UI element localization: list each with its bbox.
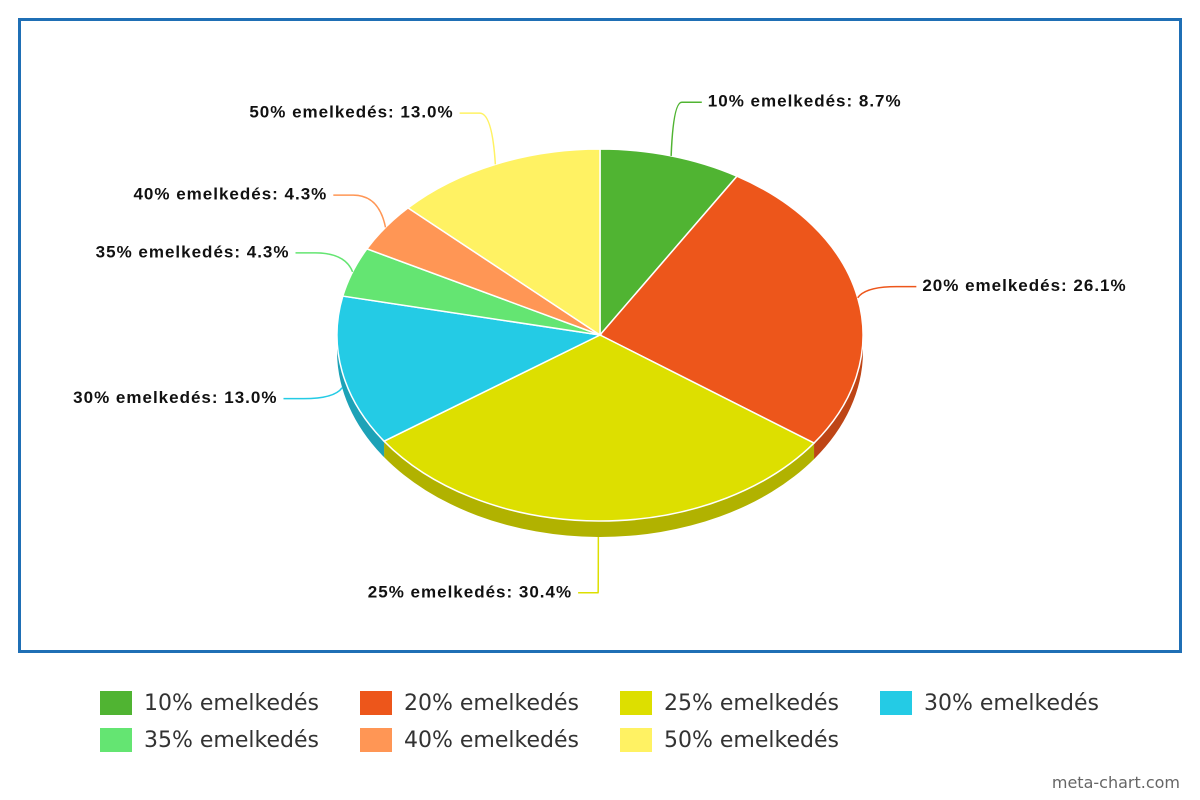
legend-swatch	[360, 691, 392, 715]
slice-side	[384, 441, 815, 537]
legend-item: 40% emelkedés	[360, 728, 579, 753]
leader-line	[857, 285, 917, 299]
leader-line	[333, 194, 387, 228]
legend-swatch	[620, 728, 652, 752]
leader-line	[459, 112, 497, 165]
legend-label: 20% emelkedés	[404, 691, 579, 716]
data-label: 10% emelkedés: 8.7%	[708, 92, 902, 111]
legend-swatch	[620, 691, 652, 715]
legend-item: 25% emelkedés	[620, 691, 839, 716]
legend-label: 30% emelkedés	[924, 691, 1099, 716]
legend-swatch	[100, 728, 132, 752]
legend-swatch	[880, 691, 912, 715]
slice-side	[814, 335, 863, 460]
data-label: 20% emelkedés: 26.1%	[922, 276, 1126, 295]
legend-item: 35% emelkedés	[100, 728, 319, 753]
slice-side	[337, 335, 385, 458]
data-label: 50% emelkedés: 13.0%	[249, 103, 453, 122]
legend-item: 30% emelkedés	[880, 691, 1099, 716]
legend-label: 25% emelkedés	[664, 691, 839, 716]
leader-line	[578, 536, 600, 594]
legend-item: 50% emelkedés	[620, 728, 839, 753]
data-label: 35% emelkedés: 4.3%	[96, 242, 290, 261]
legend-label: 10% emelkedés	[144, 691, 319, 716]
legend-label: 50% emelkedés	[664, 728, 839, 753]
legend-item: 20% emelkedés	[360, 691, 579, 716]
leader-line	[670, 101, 702, 156]
legend-label: 35% emelkedés	[144, 728, 319, 753]
legend-label: 40% emelkedés	[404, 728, 579, 753]
leader-line	[283, 387, 343, 400]
credit: meta-chart.com	[1052, 773, 1180, 792]
data-label: 25% emelkedés: 30.4%	[368, 582, 572, 601]
legend-swatch	[360, 728, 392, 752]
legend-item: 10% emelkedés	[100, 691, 319, 716]
data-label: 40% emelkedés: 4.3%	[133, 185, 327, 204]
slice	[599, 148, 739, 338]
legend-swatch	[100, 691, 132, 715]
slice	[336, 295, 603, 443]
leader-line	[295, 252, 354, 273]
data-label: 30% emelkedés: 13.0%	[73, 388, 277, 407]
slice	[382, 334, 816, 522]
